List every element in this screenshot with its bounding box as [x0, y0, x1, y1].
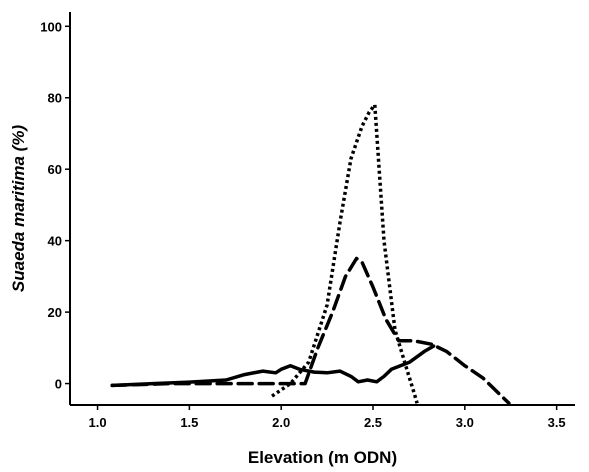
x-axis-ticks: 1.0 1.5 2.0 2.5 3.0 3.5: [89, 405, 566, 430]
series-line-dotted: [271, 103, 419, 404]
x-tick-label: 2.0: [272, 415, 290, 430]
y-tick-label: 100: [40, 19, 62, 34]
y-axis-title: Suaeda maritima (%): [9, 125, 28, 293]
series-layer: [110, 103, 511, 405]
x-tick-label: 1.0: [89, 415, 107, 430]
y-tick-label: 0: [55, 377, 62, 392]
x-axis-title: Elevation (m ODN): [248, 448, 397, 467]
y-tick-label: 60: [48, 162, 62, 177]
y-tick-label: 20: [48, 305, 62, 320]
series-line-solid: [110, 344, 436, 388]
y-tick-label: 40: [48, 234, 62, 249]
x-tick-label: 2.5: [364, 415, 382, 430]
y-tick-label: 80: [48, 91, 62, 106]
plot-area: 0 20 40 60 80 100 1.0 1.5 2.0 2.5 3.0 3.5: [40, 12, 575, 430]
series-line-dashed: [110, 256, 511, 405]
x-tick-label: 3.0: [456, 415, 474, 430]
x-tick-label: 1.5: [180, 415, 198, 430]
y-axis-ticks: 0 20 40 60 80 100: [40, 19, 70, 392]
x-tick-label: 3.5: [548, 415, 566, 430]
